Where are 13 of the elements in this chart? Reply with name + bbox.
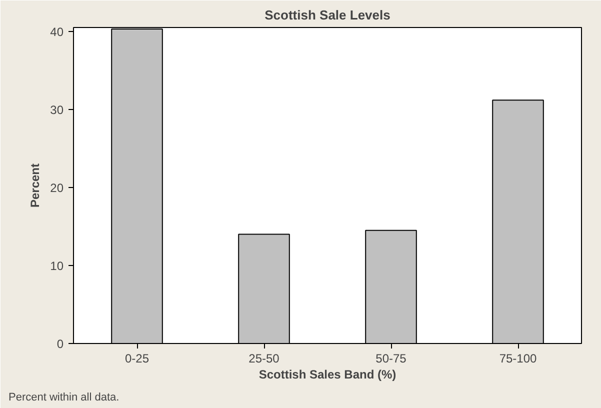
x-tick-label: 50-75 — [376, 352, 407, 366]
y-tick-label: 10 — [50, 258, 64, 273]
chart-title: Scottish Sale Levels — [264, 8, 390, 22]
x-tick-label: 0-25 — [124, 352, 150, 366]
y-axis-title: Percent — [28, 163, 42, 208]
y-tick-label: 40 — [50, 24, 64, 39]
y-tick-label: 20 — [50, 180, 64, 195]
x-tick-label: 25-50 — [248, 352, 280, 366]
text: Percent within all data. — [8, 392, 120, 404]
y-tick-label: 0 — [56, 337, 64, 351]
x-axis-title: Scottish Sales Band (%) — [258, 368, 396, 382]
x-tick-label: 75-100 — [499, 352, 538, 366]
y-tick-label: 30 — [50, 102, 64, 117]
